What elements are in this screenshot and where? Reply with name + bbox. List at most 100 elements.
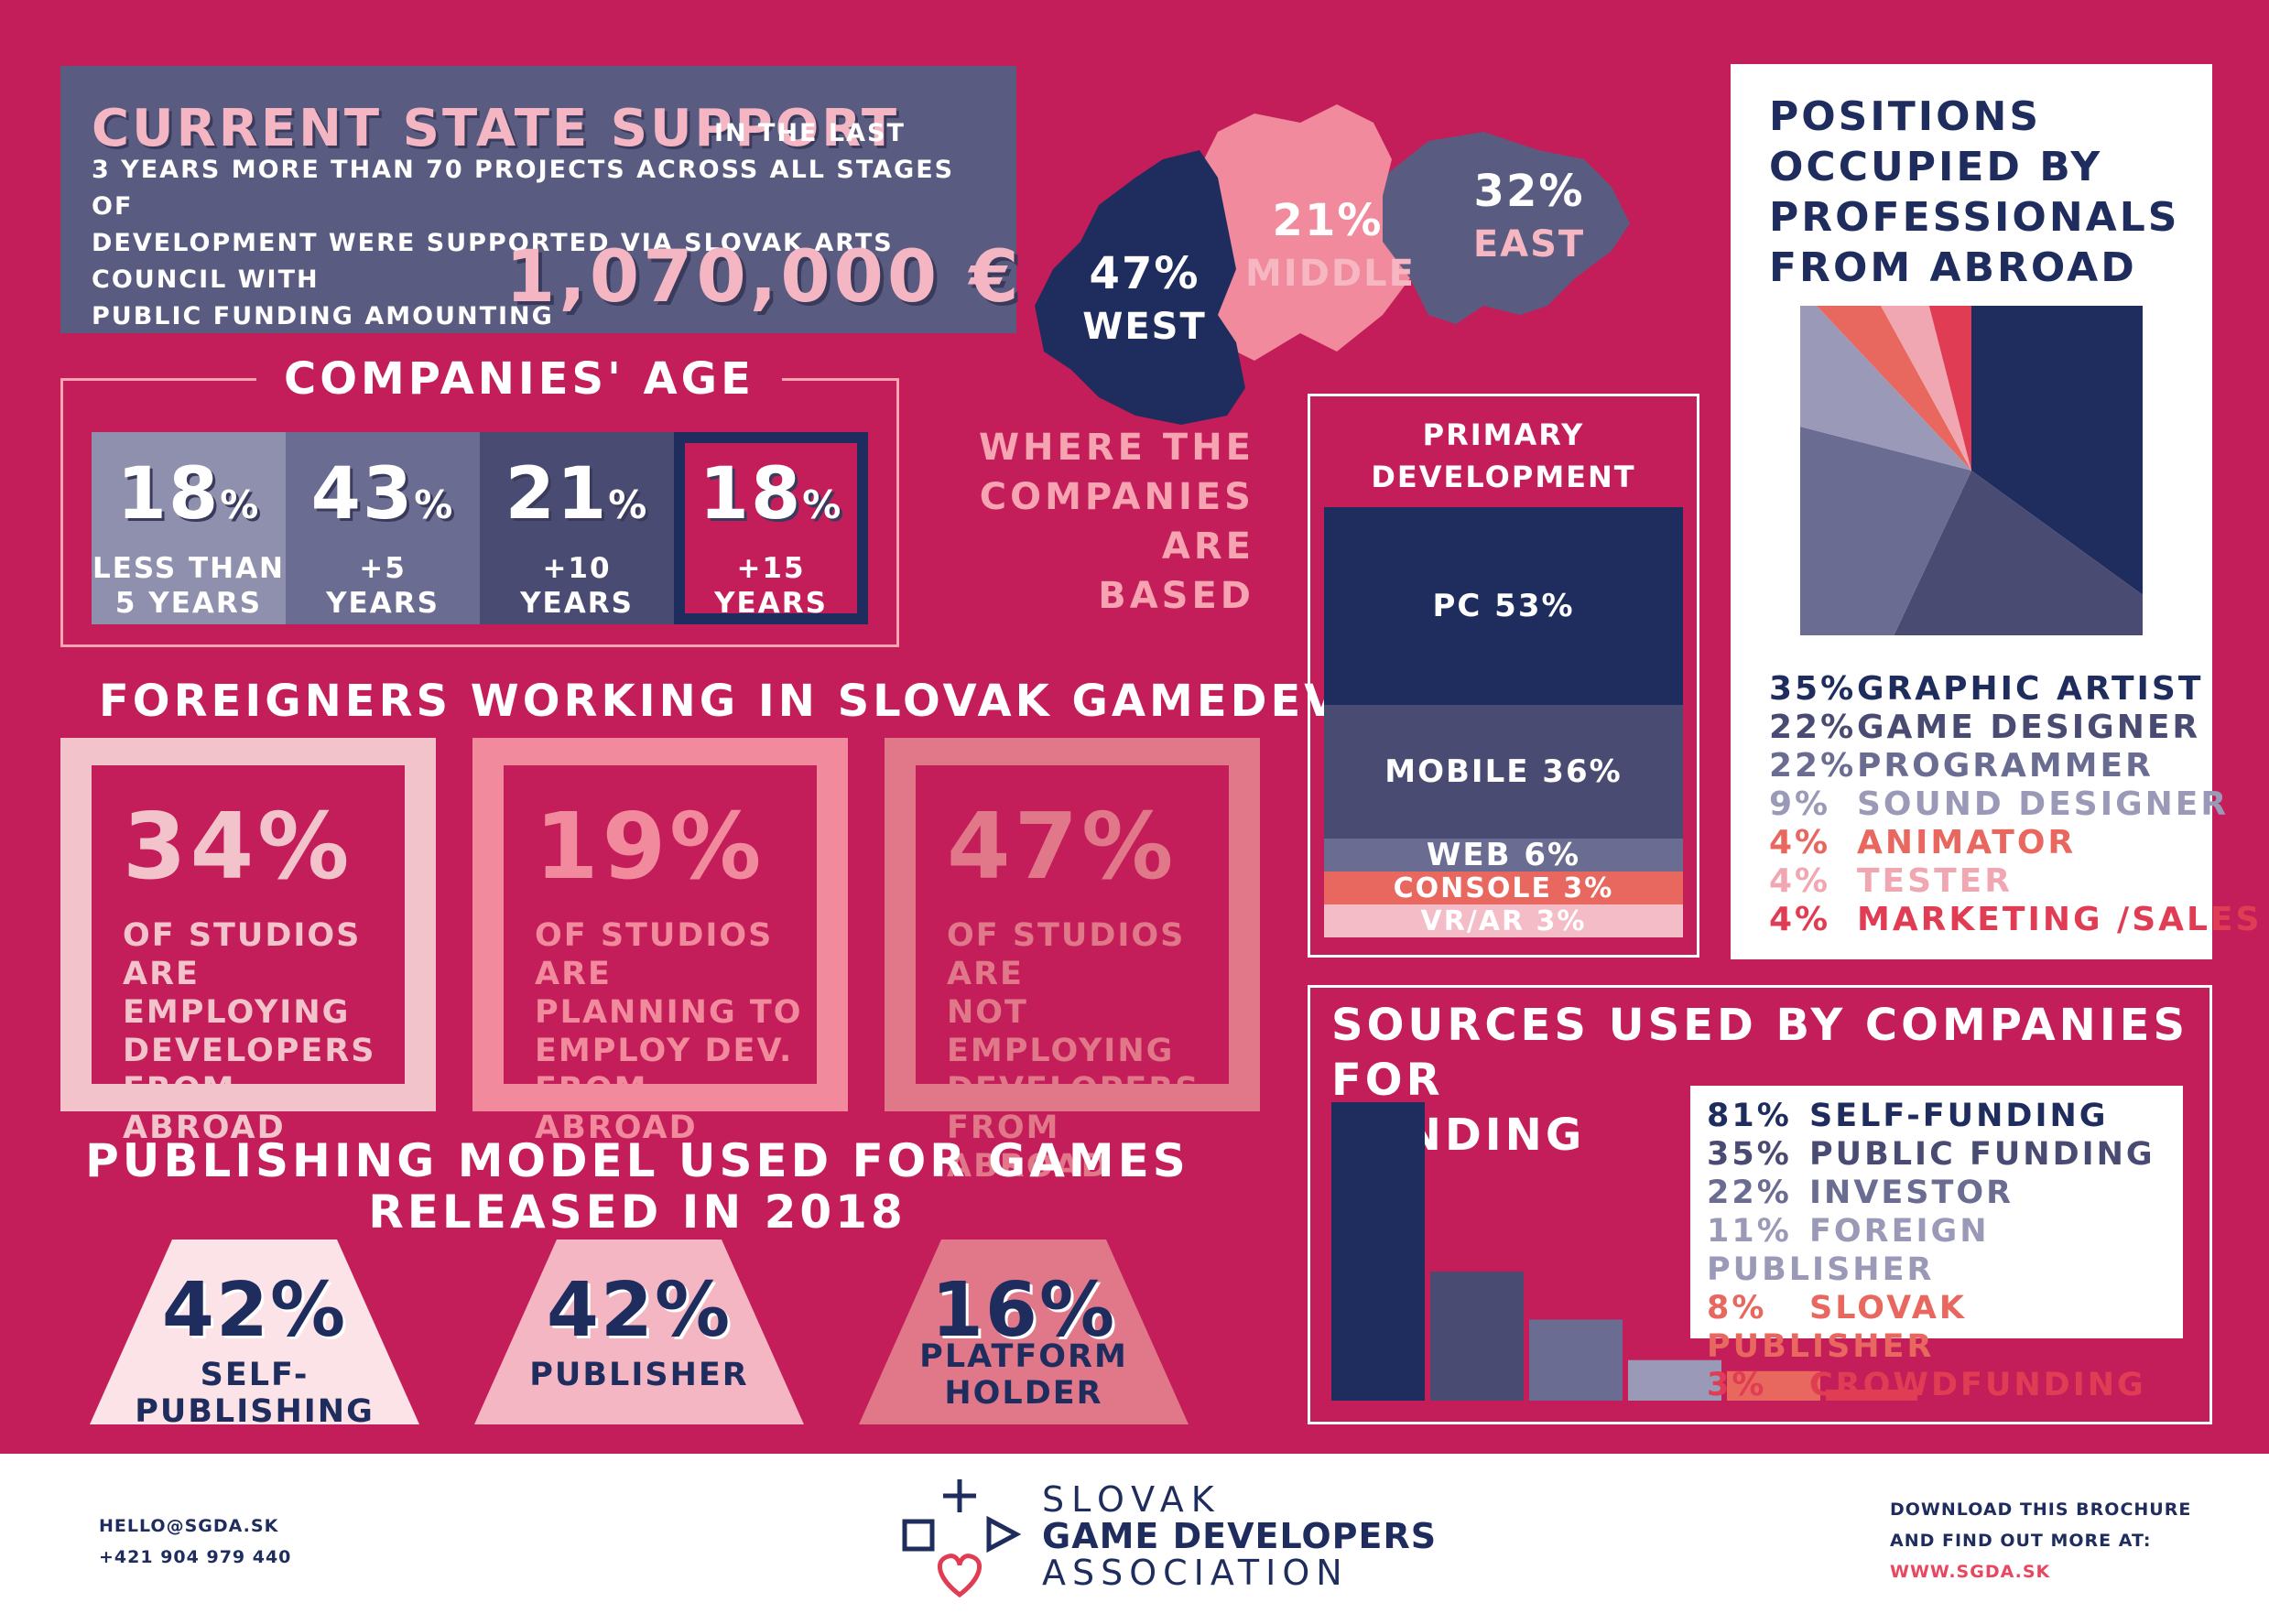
map-caption-line2: COMPANIES ARE: [979, 476, 1254, 568]
positions-title-line3: PROFESSIONALS: [1769, 194, 2180, 241]
trapezoid-shape: [474, 1240, 804, 1424]
positions-title-line1: POSITIONS: [1769, 93, 2042, 140]
footer-download: DOWNLOAD THIS BROCHURE AND FIND OUT MORE…: [1890, 1494, 2191, 1587]
publishing-title-line1: PUBLISHING MODEL USED FOR GAMES: [85, 1134, 1189, 1187]
map-middle-name: MIDDLE: [1245, 253, 1416, 295]
positions-wedge: [1971, 306, 2143, 595]
publishing-trapezoid: [474, 1240, 804, 1424]
age-label-line2: YEARS: [326, 587, 440, 620]
platform-segment: CONSOLE 3%: [1324, 872, 1683, 904]
funding-bar: [1826, 1389, 1917, 1401]
foreigners-title: FOREIGNERS WORKING IN SLOVAK GAMEDEV: [99, 676, 1342, 727]
map-region-east: [1373, 132, 1630, 324]
foreigners-pct: 47%: [947, 793, 1178, 900]
age-pct-value: 18: [699, 453, 803, 536]
map-caption-line1: WHERE THE: [978, 427, 1254, 469]
positions-title-line4: FROM ABROAD: [1769, 244, 2137, 291]
positions-wedge: [1881, 306, 1971, 471]
logo-line3: ASSOCIATION: [1042, 1553, 1349, 1593]
age-pct-unit: %: [802, 482, 843, 527]
foreigners-text-line: DEVELOPERS: [123, 1033, 376, 1069]
age-pct-unit: %: [608, 482, 649, 527]
funding-legend-label: SLOVAK PUBLISHER: [1707, 1290, 1967, 1365]
funding-legend-label: CROWDFUNDING: [1809, 1367, 2146, 1403]
map-middle-label: 21% MIDDLE: [1245, 194, 1416, 300]
funding-legend-pct: 81%: [1707, 1098, 1792, 1134]
age-label-line1: +15: [736, 552, 806, 585]
publishing-label: SELF-PUBLISHING: [90, 1357, 419, 1430]
age-label: +10 YEARS: [480, 551, 674, 621]
positions-legend-row: 22%GAME DESIGNER: [1769, 709, 2262, 747]
platform-title-line1: PRIMARY DEVELOPMENT: [1371, 417, 1636, 494]
funding-legend-row: 22% INVESTOR: [1707, 1174, 2183, 1212]
positions-legend-row: 22%PROGRAMMER: [1769, 747, 2262, 785]
contact-email[interactable]: HELLO@SGDA.SK: [99, 1516, 279, 1536]
platform-segment-label: WEB 6%: [1426, 839, 1581, 872]
age-label: LESS THAN 5 YEARS: [92, 551, 286, 621]
trapezoid-shape: [90, 1240, 419, 1424]
funding-legend-row: 3% CROWDFUNDING: [1707, 1366, 2183, 1404]
contact-phone: +421 904 979 440: [99, 1547, 292, 1567]
positions-legend-pct: 4%: [1769, 862, 1831, 900]
positions-legend-label: GRAPHIC ARTIST: [1857, 670, 2204, 708]
map-west-label: 47% WEST: [1080, 247, 1209, 353]
foreigners-pct: 19%: [535, 793, 765, 900]
map-east-pct: 32%: [1473, 166, 1585, 217]
age-pct: 18%: [685, 458, 857, 542]
funding-legend-pct: 35%: [1707, 1136, 1792, 1173]
map-east-name: EAST: [1472, 223, 1586, 265]
foreigners-pct: 34%: [123, 793, 353, 900]
age-pct-unit: %: [414, 482, 455, 527]
state-text-line1: IN THE LAST: [714, 119, 906, 147]
map-region-west: [1035, 150, 1245, 425]
age-label-line2: YEARS: [520, 587, 634, 620]
foreigners-text-line: NOT EMPLOYING: [947, 994, 1175, 1069]
foreigners-text-line: FROM ABROAD: [535, 1071, 698, 1146]
publishing-pct: 42%: [161, 1267, 348, 1354]
publishing-label: PLATFORM HOLDER: [859, 1338, 1189, 1412]
platform-segment-label: VR/AR 3%: [1420, 904, 1587, 937]
age-pct: 21%: [480, 458, 674, 542]
platform-segment: MOBILE 36%: [1324, 704, 1683, 839]
funding-frame: [1308, 985, 2212, 1424]
website-link[interactable]: WWW.SGDA.SK: [1890, 1562, 2051, 1582]
publishing-item: 42% PUBLISHER: [474, 1240, 804, 1424]
funding-legend-row: 81% SELF-FUNDING: [1707, 1097, 2183, 1135]
positions-legend-label: GAME DESIGNER: [1857, 709, 2201, 746]
positions-legend-row: 4% TESTER: [1769, 862, 2262, 901]
map-caption: WHERE THE COMPANIES ARE BASED: [907, 423, 1254, 621]
funding-legend-label: PUBLIC FUNDING: [1809, 1136, 2155, 1173]
positions-legend-pct: 22%: [1769, 709, 1857, 746]
logo-line1: SLOVAK: [1042, 1479, 1221, 1520]
funding-legend-pct: 8%: [1707, 1290, 1767, 1326]
positions-square-pie: [1800, 306, 2143, 635]
publishing-item: 16% PLATFORM HOLDER: [859, 1240, 1189, 1424]
foreigners-text: OF STUDIOS ARE NOT EMPLOYING DEVELOPERS FRO…: [947, 916, 1229, 1186]
state-text-line3: DEVELOPMENT WERE SUPPORTED VIA SLOVAK AR…: [92, 229, 894, 294]
foreigners-card: 34% OF STUDIOS ARE EMPLOYING DEVELOPERS FROM…: [60, 738, 436, 1146]
age-label: +5 YEARS: [286, 551, 480, 621]
download-line1: DOWNLOAD THIS BROCHURE: [1890, 1499, 2192, 1520]
foreigners-card: 19% OF STUDIOS ARE PLANNING TO EMPLOY DEV. F…: [472, 738, 848, 1146]
companies-age-title: COMPANIES' AGE: [256, 353, 782, 405]
publishing-pct: 16%: [930, 1267, 1117, 1354]
foreigners-card-inner: 19% OF STUDIOS ARE PLANNING TO EMPLOY DEV. F…: [504, 765, 817, 1146]
positions-wedge: [1816, 306, 1971, 471]
funding-bar: [1628, 1359, 1721, 1401]
positions-legend-pct: 4%: [1769, 824, 1831, 861]
positions-legend-label: ANIMATOR: [1857, 824, 2077, 861]
funding-legend-pct: 11%: [1707, 1213, 1792, 1250]
foreigners-card-inner: 47% OF STUDIOS ARE NOT EMPLOYING DEVELOPERS…: [916, 765, 1229, 1185]
age-label-line1: LESS THAN: [92, 552, 285, 585]
publishing-trapezoid: [859, 1240, 1189, 1424]
foreigners-text-line: OF STUDIOS ARE: [535, 917, 774, 992]
age-label-line1: +10: [542, 552, 612, 585]
state-text-line4: PUBLIC FUNDING AMOUNTING: [92, 302, 554, 330]
age-pct: 43%: [286, 458, 480, 542]
foreigners-text-line: ARE EMPLOYING: [123, 956, 351, 1031]
positions-wedge: [1894, 471, 2143, 635]
foreigners-text-line: OF STUDIOS ARE: [947, 917, 1186, 992]
positions-title-line2: OCCUPIED BY: [1769, 144, 2103, 190]
positions-legend-row: 4% ANIMATOR: [1769, 824, 2262, 862]
publishing-title: PUBLISHING MODEL USED FOR GAMES RELEASED…: [60, 1135, 1214, 1238]
